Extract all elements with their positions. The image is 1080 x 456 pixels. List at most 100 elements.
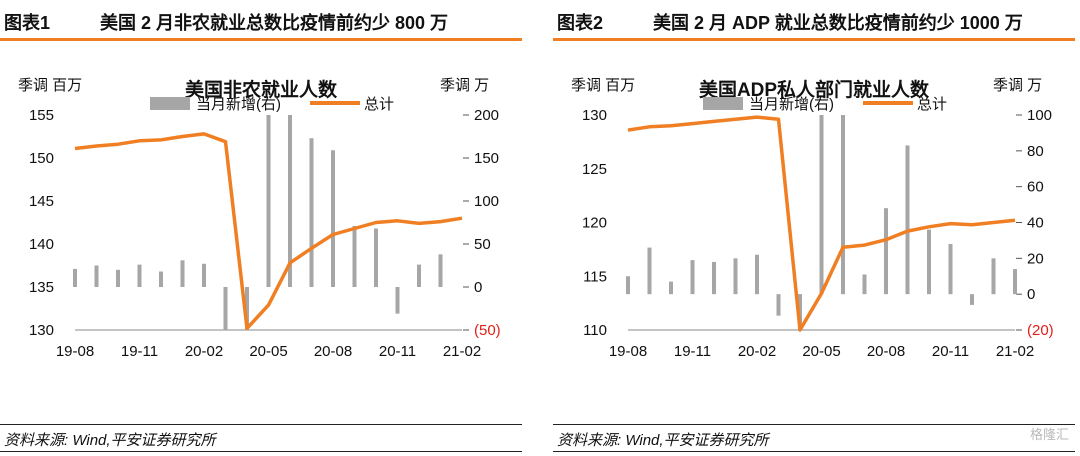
bar xyxy=(245,287,249,330)
left-tick-label: 155 xyxy=(29,107,54,124)
source-footer: 资料来源: Wind,平安证券研究所 xyxy=(0,424,522,452)
x-tick-label: 20-08 xyxy=(867,343,905,360)
bar xyxy=(733,258,738,295)
bar xyxy=(669,281,673,295)
right-tick-label: 0 xyxy=(474,279,482,296)
bar xyxy=(116,269,120,287)
bar xyxy=(352,225,357,287)
bar xyxy=(395,287,400,314)
figure-headline: 美国 2 月 ADP 就业总数比疫情前约少 1000 万 xyxy=(653,13,1023,33)
x-tick-label: 20-02 xyxy=(738,343,776,360)
left-tick-label: 125 xyxy=(582,161,607,178)
left-tick-label: 145 xyxy=(29,193,54,210)
legend-line-label: 总计 xyxy=(917,96,947,113)
source-footer: 资料来源: Wind,平安证券研究所 格隆汇 xyxy=(553,424,1075,452)
left-tick-label: 135 xyxy=(29,279,54,296)
figure-label: 图表2 xyxy=(557,13,604,33)
legend-line-label: 总计 xyxy=(364,96,394,113)
x-tick-label: 20-11 xyxy=(379,343,416,360)
chart-panel-2: 图表2 美国 2 月 ADP 就业总数比疫情前约少 1000 万 美国ADP私人… xyxy=(553,0,1075,456)
bar xyxy=(991,258,996,295)
left-axis-unit: 季调 百万 xyxy=(18,77,82,94)
x-tick-label: 19-08 xyxy=(56,343,94,360)
legend-bar-swatch xyxy=(150,97,190,110)
bar xyxy=(288,115,292,287)
left-tick-label: 130 xyxy=(582,107,607,124)
bar xyxy=(266,115,271,287)
right-tick-label: 100 xyxy=(1027,107,1052,124)
legend-bar-label: 当月新增(右) xyxy=(196,96,281,113)
chart-panel-1: 图表1 美国 2 月非农就业总数比疫情前约少 800 万 美国非农就业人数 季调 … xyxy=(0,0,522,456)
x-tick-label: 19-11 xyxy=(674,343,711,360)
bar xyxy=(647,247,652,295)
left-tick-label: 140 xyxy=(29,236,54,253)
bar xyxy=(776,294,781,316)
bar xyxy=(690,260,695,295)
right-axis-unit: 季调 万 xyxy=(993,77,1042,94)
source-text: 资料来源: Wind,平安证券研究所 xyxy=(4,432,216,449)
bar xyxy=(927,229,931,295)
bar xyxy=(755,254,759,295)
bar xyxy=(798,294,802,330)
x-tick-label: 19-11 xyxy=(121,343,158,360)
left-tick-label: 130 xyxy=(29,322,54,339)
right-tick-label: 50 xyxy=(474,236,491,253)
left-tick-label: 110 xyxy=(583,322,607,339)
left-tick-label: 150 xyxy=(29,150,54,167)
x-tick-label: 20-05 xyxy=(249,343,287,360)
bar xyxy=(862,274,867,295)
bar xyxy=(137,264,142,287)
bar xyxy=(438,254,443,287)
panel-header: 图表1 美国 2 月非农就业总数比疫情前约少 800 万 xyxy=(0,0,522,41)
bar xyxy=(841,115,845,295)
x-tick-label: 20-08 xyxy=(314,343,352,360)
right-tick-label: 60 xyxy=(1027,179,1044,196)
right-tick-label: 0 xyxy=(1027,286,1035,303)
bar xyxy=(819,115,824,295)
figure-label: 图表1 xyxy=(4,13,51,33)
left-tick-label: 115 xyxy=(583,268,607,285)
right-tick-label: 100 xyxy=(474,193,499,210)
right-tick-label: 40 xyxy=(1027,215,1044,232)
left-axis-unit: 季调 百万 xyxy=(571,77,635,94)
x-tick-label: 20-05 xyxy=(802,343,840,360)
right-axis-unit: 季调 万 xyxy=(440,77,489,94)
right-tick-label: 200 xyxy=(474,107,499,124)
bar xyxy=(73,268,77,287)
bar xyxy=(626,276,630,295)
right-tick-label: (50) xyxy=(474,322,501,339)
x-tick-label: 20-02 xyxy=(185,343,223,360)
panel-header: 图表2 美国 2 月 ADP 就业总数比疫情前约少 1000 万 xyxy=(553,0,1075,41)
bar xyxy=(331,150,335,287)
x-tick-label: 20-11 xyxy=(932,343,969,360)
legend-bar-swatch xyxy=(703,97,743,110)
figure-headline: 美国 2 月非农就业总数比疫情前约少 800 万 xyxy=(100,13,449,33)
bar xyxy=(884,208,888,295)
bar xyxy=(159,271,163,287)
chart-title: 美国非农就业人数 xyxy=(185,78,338,101)
bar xyxy=(417,264,421,287)
chart-title: 美国ADP私人部门就业人数 xyxy=(699,78,930,101)
total-line xyxy=(627,115,1016,332)
source-text: 资料来源: Wind,平安证券研究所 xyxy=(557,432,769,449)
watermark-text: 格隆汇 xyxy=(1029,427,1069,442)
right-tick-label: 150 xyxy=(474,150,499,167)
x-tick-label: 21-02 xyxy=(443,343,481,360)
bar xyxy=(180,260,185,287)
right-tick-label: (20) xyxy=(1027,322,1054,339)
bar xyxy=(970,294,974,305)
bar xyxy=(223,287,228,330)
bar xyxy=(94,265,99,287)
total-line xyxy=(74,132,463,331)
bar xyxy=(374,228,378,287)
legend-bar-label: 当月新增(右) xyxy=(749,96,834,113)
x-tick-label: 19-08 xyxy=(609,343,647,360)
left-tick-label: 120 xyxy=(582,215,607,232)
bar xyxy=(948,244,953,295)
x-tick-label: 21-02 xyxy=(996,343,1034,360)
bar xyxy=(309,138,314,287)
right-tick-label: 20 xyxy=(1027,250,1044,267)
right-tick-label: 80 xyxy=(1027,143,1044,160)
